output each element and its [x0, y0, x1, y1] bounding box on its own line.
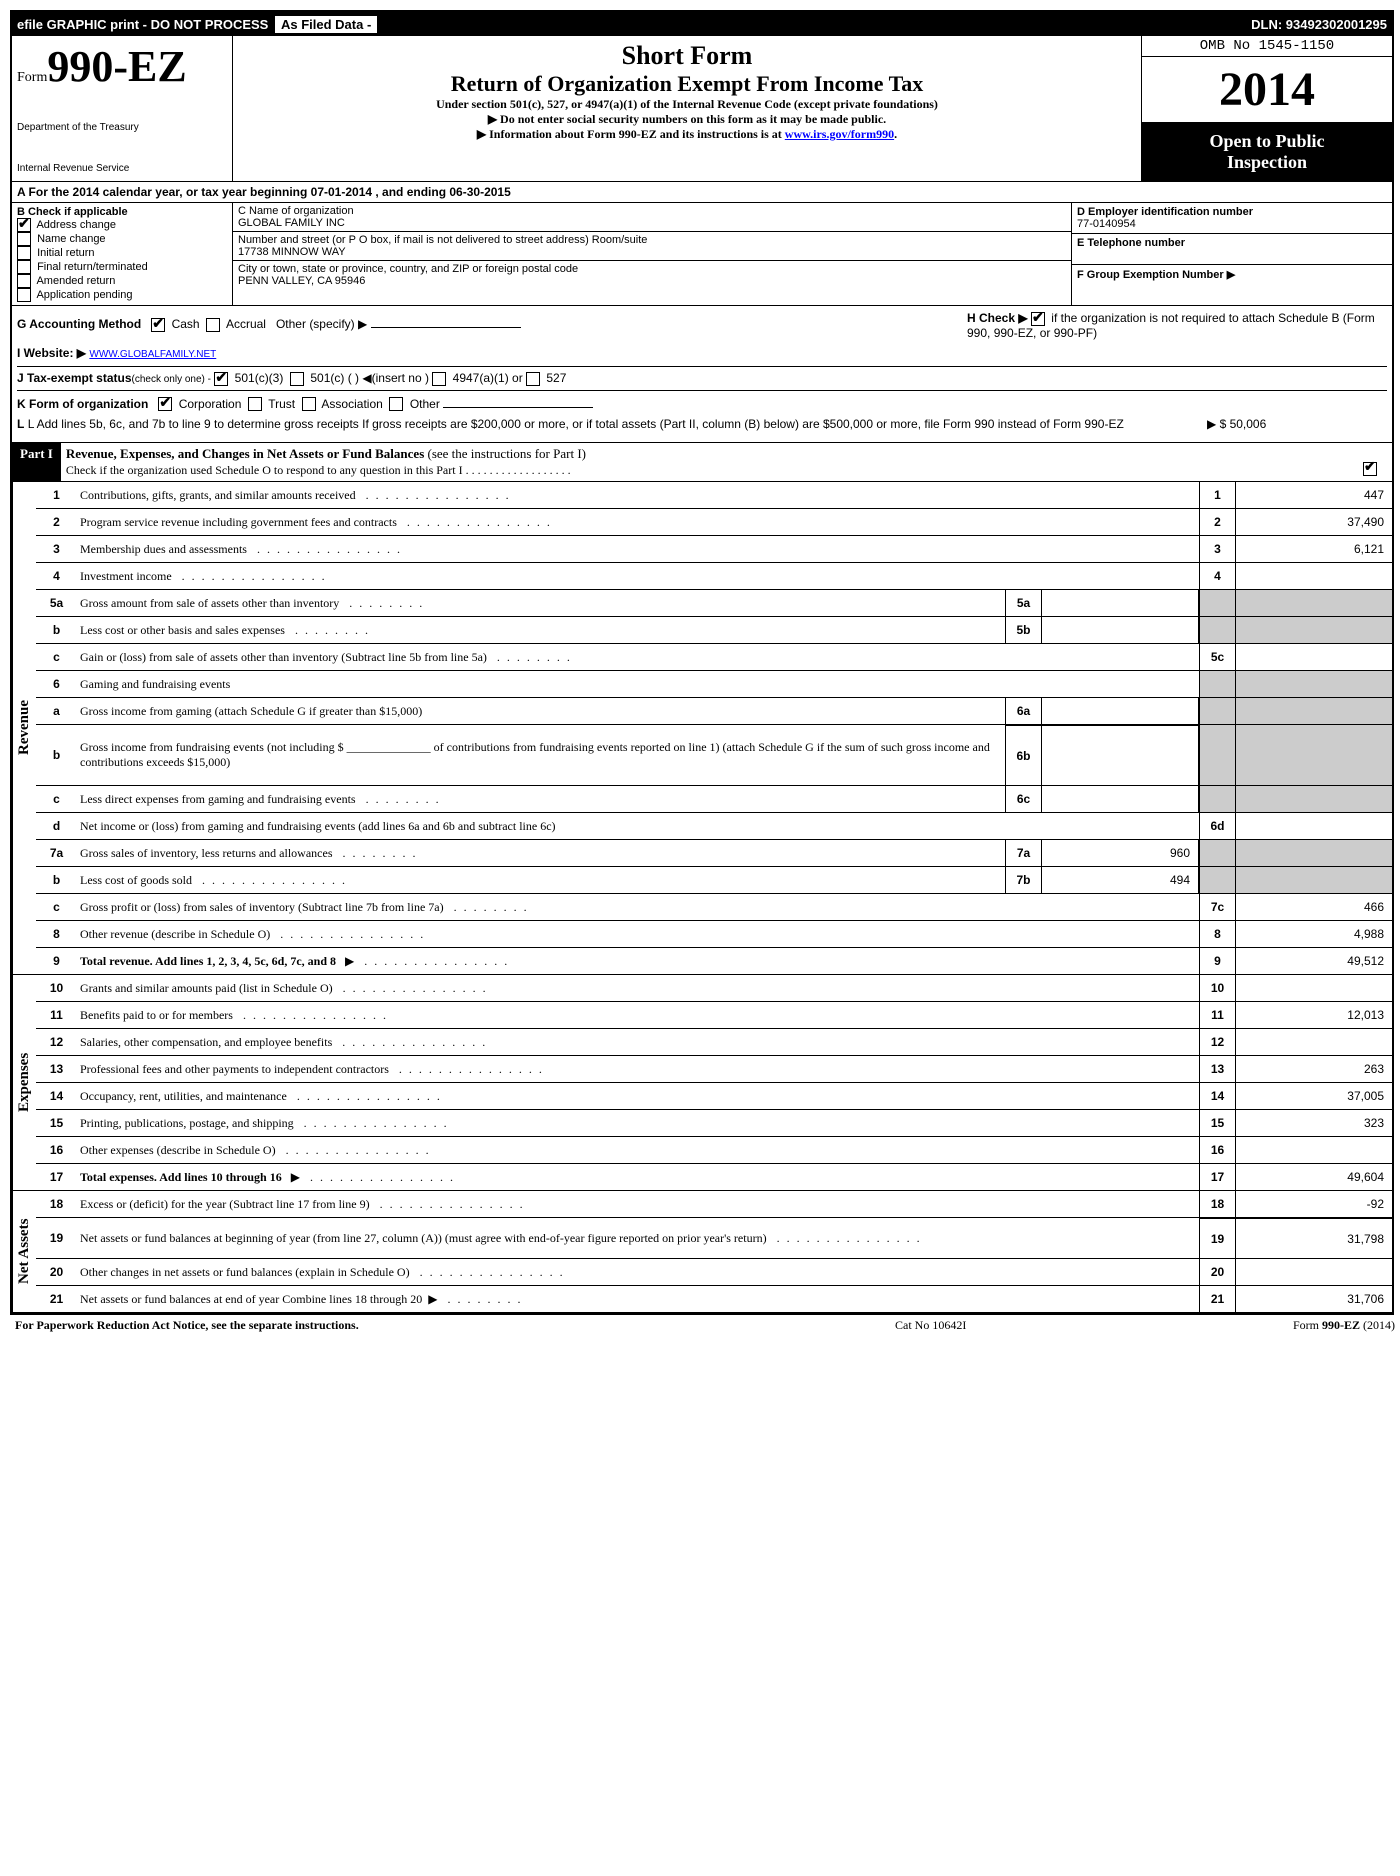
open-public: Open to PublicInspection	[1142, 123, 1392, 181]
checkbox-address-change[interactable]	[17, 218, 31, 232]
dept-treasury: Department of the Treasury	[17, 122, 227, 133]
expenses-label: Expenses	[12, 975, 36, 1190]
ssn-warning: ▶ Do not enter social security numbers o…	[238, 112, 1136, 127]
form-header: Form990-EZ Department of the Treasury In…	[12, 36, 1392, 182]
irs: Internal Revenue Service	[17, 163, 227, 174]
dln: DLN: 93492302001295	[1251, 17, 1392, 32]
checkbox-schedule-b[interactable]	[1031, 312, 1045, 326]
checkbox-527[interactable]	[526, 372, 540, 386]
revenue-section: Revenue 1Contributions, gifts, grants, a…	[12, 482, 1392, 975]
checkbox-501c[interactable]	[290, 372, 304, 386]
omb-number: OMB No 1545-1150	[1142, 36, 1392, 57]
org-city: PENN VALLEY, CA 95946	[238, 275, 1066, 287]
revenue-label: Revenue	[12, 482, 36, 974]
checkbox-corporation[interactable]	[158, 397, 172, 411]
section-b: B Check if applicable Address change Nam…	[12, 203, 233, 305]
checkbox-cash[interactable]	[151, 318, 165, 332]
checkbox-other-org[interactable]	[389, 397, 403, 411]
section-c: C Name of organization GLOBAL FAMILY INC…	[233, 203, 1071, 305]
header-right: OMB No 1545-1150 2014 Open to PublicInsp…	[1141, 36, 1392, 181]
checkbox-accrual[interactable]	[206, 318, 220, 332]
ein: 77-0140954	[1077, 218, 1136, 230]
expenses-section: Expenses 10Grants and similar amounts pa…	[12, 975, 1392, 1191]
section-d-e-f: D Employer identification number 77-0140…	[1071, 203, 1392, 305]
as-filed-btn: As Filed Data -	[274, 15, 378, 34]
subtitle: Under section 501(c), 527, or 4947(a)(1)…	[238, 97, 1136, 112]
checkbox-schedule-o[interactable]	[1363, 462, 1377, 476]
tax-year: 2014	[1142, 57, 1392, 123]
checkbox-4947[interactable]	[432, 372, 446, 386]
form-990ez: efile GRAPHIC print - DO NOT PROCESS As …	[10, 10, 1394, 1315]
group-exemption: F Group Exemption Number ▶	[1077, 269, 1235, 281]
section-b-to-f: B Check if applicable Address change Nam…	[12, 203, 1392, 306]
checkbox-initial-return[interactable]	[17, 246, 31, 260]
telephone-label: E Telephone number	[1077, 237, 1185, 249]
info-link-line: ▶ Information about Form 990-EZ and its …	[238, 127, 1136, 142]
efile-notice: efile GRAPHIC print - DO NOT PROCESS As …	[12, 17, 1251, 32]
checkbox-final-return[interactable]	[17, 260, 31, 274]
net-assets-section: Net Assets 18Excess or (deficit) for the…	[12, 1191, 1392, 1313]
return-title: Return of Organization Exempt From Incom…	[238, 71, 1136, 97]
short-form-title: Short Form	[238, 41, 1136, 71]
mid-section: G Accounting Method Cash Accrual Other (…	[12, 306, 1392, 443]
checkbox-trust[interactable]	[248, 397, 262, 411]
checkbox-pending[interactable]	[17, 288, 31, 302]
top-bar: efile GRAPHIC print - DO NOT PROCESS As …	[12, 12, 1392, 36]
net-assets-label: Net Assets	[12, 1191, 36, 1312]
checkbox-501c3[interactable]	[214, 372, 228, 386]
header-left: Form990-EZ Department of the Treasury In…	[12, 36, 233, 181]
checkbox-amended[interactable]	[17, 274, 31, 288]
gross-receipts: ▶ $ 50,006	[1207, 417, 1387, 431]
part-1-header: Part I Revenue, Expenses, and Changes in…	[12, 443, 1392, 482]
org-name: GLOBAL FAMILY INC	[238, 217, 1066, 229]
checkbox-association[interactable]	[302, 397, 316, 411]
page-footer: For Paperwork Reduction Act Notice, see …	[10, 1315, 1400, 1336]
checkbox-name-change[interactable]	[17, 232, 31, 246]
website-link[interactable]: WWW.GLOBALFAMILY.NET	[89, 349, 216, 360]
form-number: 990-EZ	[47, 42, 186, 91]
header-center: Short Form Return of Organization Exempt…	[233, 36, 1141, 181]
irs-link[interactable]: www.irs.gov/form990	[785, 127, 894, 141]
org-street: 17738 MINNOW WAY	[238, 246, 1066, 258]
section-a: A For the 2014 calendar year, or tax yea…	[12, 182, 1392, 203]
